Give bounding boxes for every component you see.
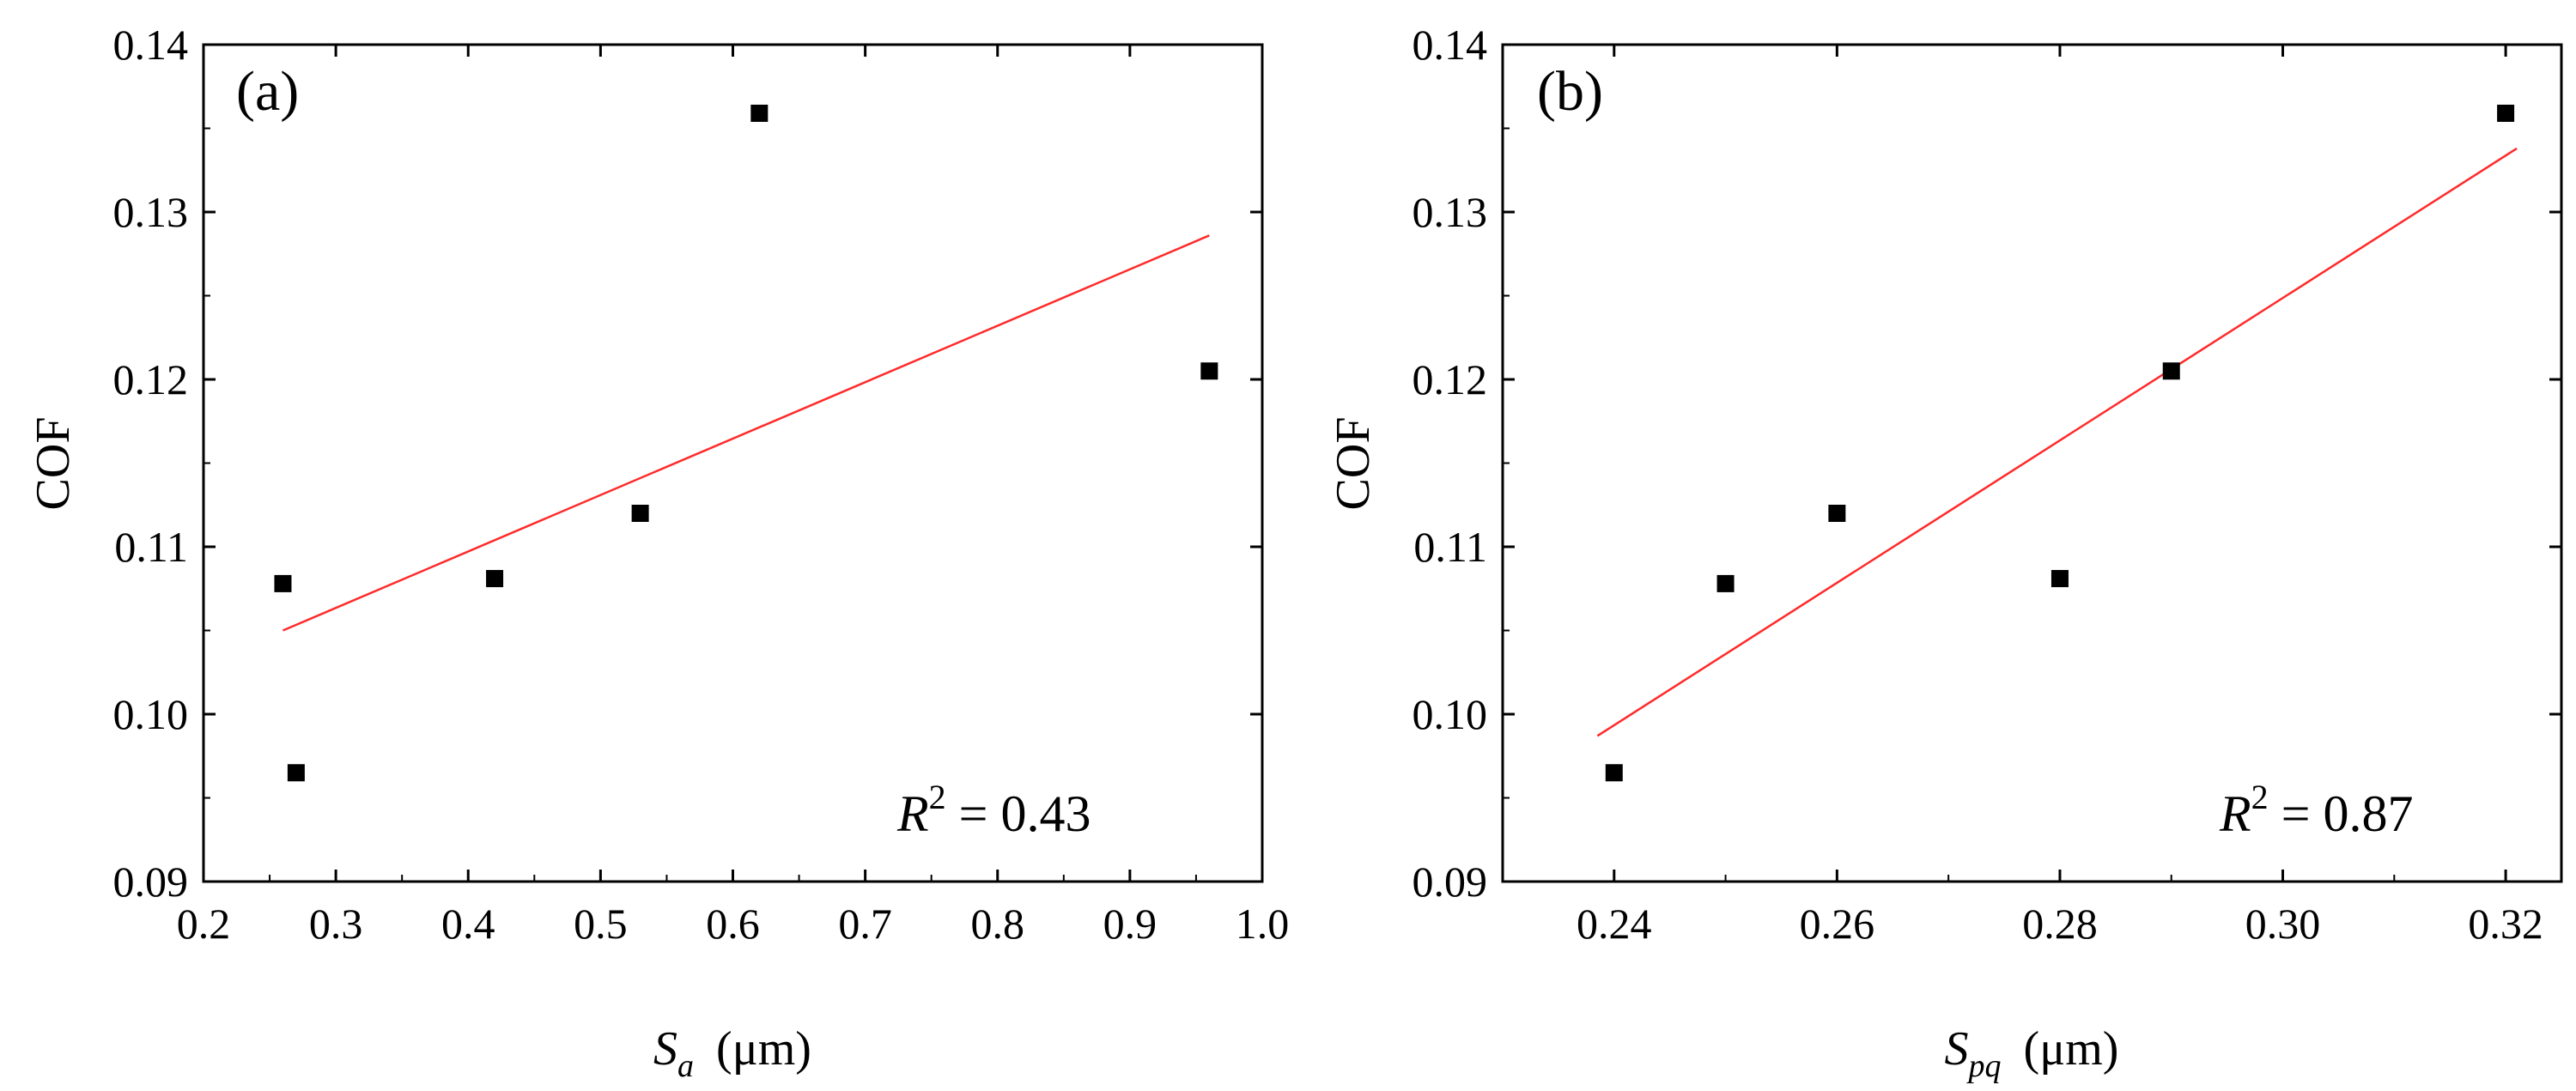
panel-a-fit-line: [282, 234, 1210, 632]
panel-a-points: [274, 104, 1218, 782]
panel-a-frame: [202, 43, 1264, 883]
x-tick-label: 0.6: [706, 900, 760, 948]
panel-a-label: (a): [236, 60, 299, 123]
y-tick-label: 0.10: [1413, 690, 1488, 738]
x-tick-label: 0.9: [1103, 900, 1157, 948]
data-point: [2497, 104, 2515, 122]
y-tick-label: 0.11: [1413, 523, 1487, 571]
panel-a: 0.09 0.10 0.11 0.12 0.13 0.14 0.2 0.3 0.4 0.5 0.6…: [27, 21, 1289, 1084]
x-tick-label: 0.3: [309, 900, 363, 948]
panel-b-y-axis-label: COF: [1327, 417, 1380, 511]
panel-a-r2: R2 = 0.43: [896, 778, 1091, 842]
x-tick-label: 0.7: [838, 900, 892, 948]
y-tick-label: 0.11: [114, 523, 188, 571]
x-tick-label: 0.5: [574, 900, 628, 948]
data-point: [274, 574, 292, 592]
x-tick-label: 1.0: [1236, 900, 1290, 948]
data-point: [1200, 362, 1218, 380]
panel-a-y-axis-label: COF: [27, 417, 80, 511]
y-tick-label: 0.12: [1413, 355, 1488, 403]
x-tick-label: 0.28: [2022, 900, 2098, 948]
panel-b-fit-line: [1596, 147, 2518, 737]
x-tick-label: 0.30: [2245, 900, 2321, 948]
x-tick-label: 0.4: [441, 900, 495, 948]
panel-b-y-ticks: 0.09 0.10 0.11 0.12 0.13 0.14: [1413, 21, 2561, 906]
panel-b-frame: [1501, 43, 2563, 883]
data-point: [2162, 362, 2180, 380]
panel-b-x-axis-label: Spq (μm): [1945, 1022, 2119, 1084]
data-point: [631, 505, 649, 522]
y-tick-label: 0.12: [113, 355, 189, 403]
y-tick-label: 0.09: [113, 858, 189, 906]
data-point: [1828, 505, 1846, 522]
y-tick-label: 0.13: [1413, 188, 1488, 236]
panel-b-label: (b): [1537, 60, 1603, 123]
data-point: [2050, 570, 2069, 588]
x-tick-label: 0.2: [177, 900, 231, 948]
data-point: [486, 570, 504, 588]
panel-a-y-ticks: 0.09 0.10 0.11 0.12 0.13 0.14: [113, 21, 1262, 906]
data-point: [287, 764, 305, 782]
y-tick-label: 0.09: [1413, 858, 1488, 906]
y-tick-label: 0.10: [113, 690, 189, 738]
y-tick-label: 0.14: [113, 21, 189, 69]
data-point: [1605, 764, 1623, 782]
x-tick-label: 0.24: [1577, 900, 1652, 948]
data-point: [1716, 574, 1735, 592]
panel-b-x-ticks: 0.24 0.26 0.28 0.30 0.32: [1577, 45, 2543, 948]
x-tick-label: 0.32: [2468, 900, 2543, 948]
panel-a-x-ticks: 0.2 0.3 0.4 0.5 0.6 0.7 0.8 0.9 1.0: [177, 45, 1290, 948]
data-point: [750, 104, 769, 122]
x-tick-label: 0.26: [1800, 900, 1875, 948]
panel-b-points: [1605, 104, 2515, 782]
panel-a-x-axis-label: Sa (μm): [653, 1022, 811, 1084]
y-tick-label: 0.13: [113, 188, 189, 236]
panel-b-r2: R2 = 0.87: [2219, 778, 2414, 842]
panel-b: 0.09 0.10 0.11 0.12 0.13 0.14 0.24 0.26 0.28 0.3…: [1327, 21, 2563, 1084]
y-tick-label: 0.14: [1413, 21, 1488, 69]
x-tick-label: 0.8: [971, 900, 1025, 948]
